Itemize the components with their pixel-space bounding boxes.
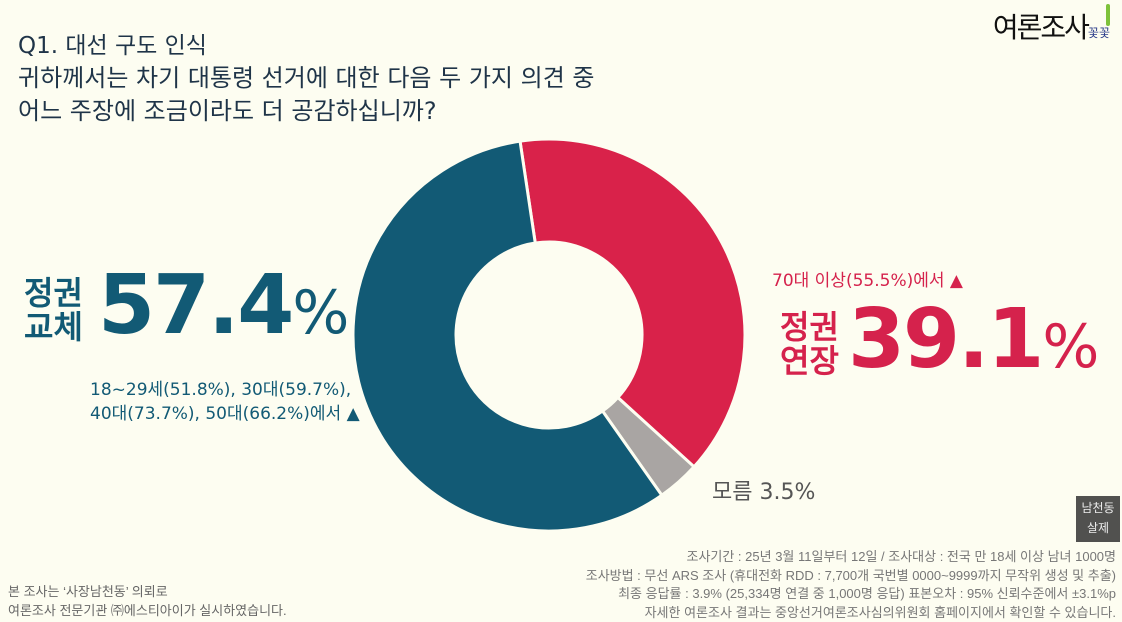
- blue-slice-value: 57.4%: [98, 258, 347, 353]
- blue-label-line2: 교체: [24, 310, 83, 344]
- blue-note-line2: 40대(73.7%), 50대(66.2%)에서 ▲: [90, 402, 360, 426]
- badge-line1: 남천동: [1076, 498, 1120, 518]
- blue-value-number: 57.4: [98, 258, 292, 353]
- footer-left-line1: 본 조사는 ‘사장남천동’ 의뢰로: [8, 582, 287, 601]
- red-label-line2: 연장: [780, 344, 839, 378]
- blue-value-pct: %: [292, 278, 347, 348]
- footer-right-line2: 조사방법 : 무선 ARS 조사 (휴대전화 RDD : 7,700개 국번별 …: [586, 567, 1116, 586]
- blue-note-line1: 18~29세(51.8%), 30대(59.7%),: [90, 378, 360, 402]
- red-label-line1: 정권: [780, 310, 839, 344]
- blue-label-line1: 정권: [24, 276, 83, 310]
- blue-slice-note: 18~29세(51.8%), 30대(59.7%), 40대(73.7%), 5…: [90, 378, 360, 426]
- red-slice-value: 39.1%: [848, 292, 1097, 387]
- badge-line2: 살제: [1076, 518, 1120, 538]
- red-slice-label: 정권 연장: [780, 310, 839, 378]
- red-value-number: 39.1: [848, 292, 1042, 387]
- footer-right-line3: 최종 응답률 : 3.9% (25,334명 연결 중 1,000명 응답) 표…: [586, 585, 1116, 604]
- footer-right-line1: 조사기간 : 25년 3월 11일부터 12일 / 조사대상 : 전국 만 18…: [586, 548, 1116, 567]
- blue-slice-label: 정권 교체: [24, 276, 83, 344]
- gray-slice-label: 모름 3.5%: [712, 474, 815, 506]
- footer-right-line4: 자세한 여론조사 결과는 중앙선거여론조사심의위원회 홈페이지에서 확인할 수 …: [586, 604, 1116, 622]
- red-value-pct: %: [1042, 312, 1097, 382]
- footer-left: 본 조사는 ‘사장남천동’ 의뢰로 여론조사 전문기관 ㈜에스티아이가 실시하였…: [8, 582, 287, 620]
- red-slice-note: 70대 이상(55.5%)에서 ▲: [772, 266, 963, 291]
- channel-badge: 남천동 살제: [1076, 496, 1120, 542]
- footer-right: 조사기간 : 25년 3월 11일부터 12일 / 조사대상 : 전국 만 18…: [586, 548, 1116, 622]
- footer-left-line2: 여론조사 전문기관 ㈜에스티아이가 실시하였습니다.: [8, 601, 287, 620]
